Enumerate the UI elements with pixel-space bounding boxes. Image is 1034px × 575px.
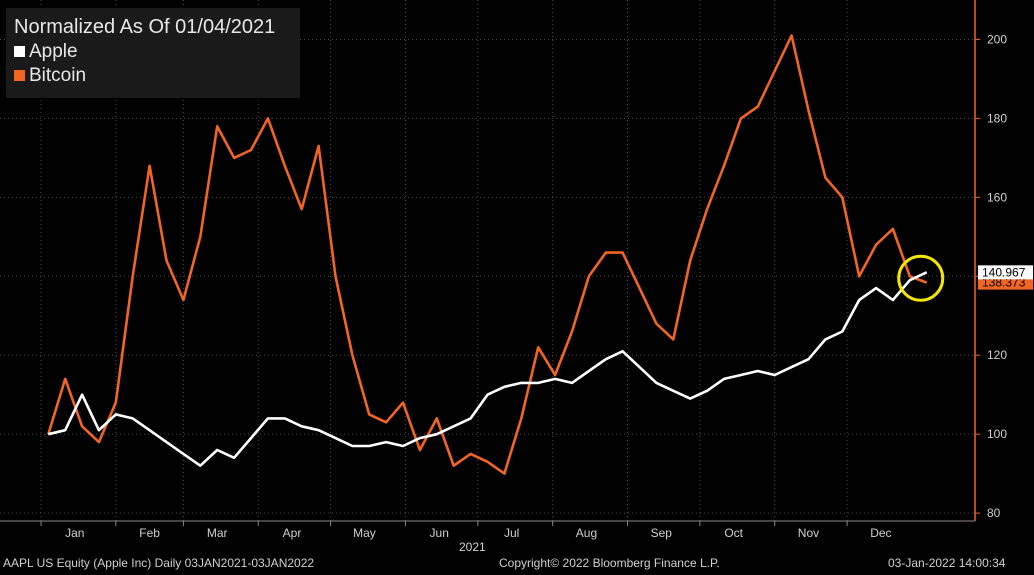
- legend-label-bitcoin: Bitcoin: [29, 65, 87, 86]
- footer-copyright: Copyright© 2022 Bloomberg Finance L.P.: [499, 556, 720, 570]
- legend-label-apple: Apple: [29, 41, 78, 62]
- footer-timestamp: 03-Jan-2022 14:00:34: [888, 556, 1006, 570]
- legend-swatch-bitcoin: [14, 70, 25, 81]
- chart-canvas: 80100120140160180200 JanFebMarAprMayJunJ…: [0, 0, 1033, 540]
- x-tick-label: Feb: [139, 526, 160, 540]
- legend-item-apple: Apple: [14, 41, 78, 63]
- x-tick-label: Nov: [798, 526, 819, 540]
- y-tick-label: 160: [987, 190, 1007, 204]
- series-lines: [47, 34, 928, 475]
- y-tick-label: 180: [987, 111, 1007, 125]
- legend-item-bitcoin: Bitcoin: [14, 65, 86, 87]
- y-tick-label: 200: [987, 32, 1007, 46]
- x-tick-label: May: [353, 526, 376, 540]
- x-tick-label: Mar: [207, 526, 228, 540]
- x-tick-label: Sep: [651, 526, 673, 540]
- x-tick-label: Apr: [283, 526, 302, 540]
- series-line-bitcoin: [47, 34, 928, 475]
- highlight-circle: [897, 254, 945, 302]
- x-axis-ticks: Jan Feb Mar Apr May Jun Jul Aug Sep Oct Nov Dec: [40, 521, 892, 540]
- x-tick-label: Jan: [65, 526, 84, 540]
- y-tick-label: 100: [987, 427, 1007, 441]
- legend-title: Normalized As Of 01/04/2021: [14, 16, 276, 38]
- y-tick-label: 80: [987, 506, 1001, 520]
- x-axis-year-label: 2021: [459, 540, 486, 554]
- series-line-apple: [48, 271, 928, 468]
- y-tick-label: 120: [987, 348, 1007, 362]
- legend-swatch-apple: [14, 46, 25, 57]
- highlight-ring: [897, 254, 945, 302]
- x-tick-label: Jun: [430, 526, 449, 540]
- x-tick-label: Aug: [576, 526, 597, 540]
- x-tick-label: Jul: [504, 526, 519, 540]
- footer-security: AAPL US Equity (Apple Inc) Daily 03JAN20…: [3, 556, 315, 570]
- x-tick-label: Oct: [724, 526, 743, 540]
- last-value-apple: 140.967: [982, 265, 1026, 279]
- legend: Normalized As Of 01/04/2021 Apple Bitcoi…: [6, 8, 300, 98]
- x-tick-label: Dec: [870, 526, 891, 540]
- last-value-bg-apple: [978, 265, 1033, 280]
